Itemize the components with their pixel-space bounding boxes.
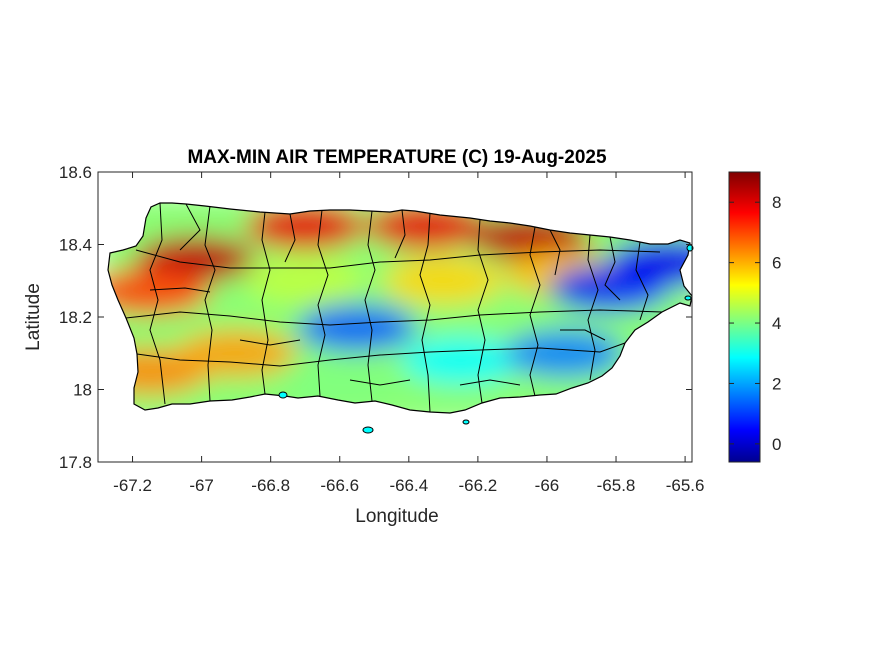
field-hotspot <box>400 336 521 385</box>
field-hotspot <box>176 329 297 378</box>
x-tick-label: -66.8 <box>251 476 290 495</box>
colorbar-tick-label: 2 <box>772 374 781 393</box>
y-axis-label: Latitude <box>23 283 44 351</box>
field-hotspot <box>245 256 366 305</box>
colorbar-tick-label: 8 <box>772 193 781 212</box>
municipality-border <box>149 287 211 293</box>
municipality-border <box>587 234 599 381</box>
x-tick-label: -65.8 <box>597 476 636 495</box>
municipality-border <box>529 226 541 397</box>
x-tick-label: -67 <box>189 476 214 495</box>
municipality-border <box>239 339 301 346</box>
municipality-border <box>149 203 166 405</box>
y-tick-label: 17.8 <box>59 453 92 472</box>
x-axis-label: Longitude <box>355 506 438 527</box>
y-tick-label: 18.4 <box>59 236 92 255</box>
colorbar-tick-label: 4 <box>772 314 781 333</box>
municipality-border <box>394 209 406 259</box>
small-islets <box>278 244 694 434</box>
municipality-border <box>419 212 431 413</box>
y-tick-label: 18.2 <box>59 308 92 327</box>
municipality-border <box>204 205 216 402</box>
municipality-border <box>560 329 606 341</box>
municipality-border <box>261 211 271 395</box>
municipality-border <box>349 379 411 386</box>
municipality-border <box>635 241 649 321</box>
municipality-border <box>284 213 296 263</box>
x-tick-label: -66.4 <box>389 476 428 495</box>
x-tick-label: -67.2 <box>113 476 152 495</box>
y-tick-label: 18.6 <box>59 163 92 182</box>
field-hotspot <box>279 358 400 407</box>
municipality-border <box>317 209 329 397</box>
y-axis-ticks: 17.8 18 18.2 18.4 18.6 <box>59 163 692 472</box>
municipality-border <box>364 210 376 402</box>
field-hotspot <box>383 256 504 305</box>
municipality-border <box>125 309 663 326</box>
y-tick-label: 18 <box>73 381 92 400</box>
municipality-borders <box>125 203 663 413</box>
field-hotspot <box>504 329 625 378</box>
x-tick-label: -66 <box>535 476 560 495</box>
colorbar-tick-label: 6 <box>772 254 781 273</box>
islet <box>684 295 692 301</box>
municipality-border <box>604 236 621 301</box>
field-hotspot <box>607 238 692 287</box>
x-tick-label: -66.2 <box>459 476 498 495</box>
municipality-border <box>477 218 489 404</box>
municipality-border <box>179 203 201 251</box>
islet <box>278 391 288 399</box>
island-coastline <box>107 202 693 414</box>
x-tick-label: -65.6 <box>666 476 705 495</box>
colorbar-ticks: 0 2 4 6 8 <box>729 193 781 454</box>
colorbar <box>728 171 761 463</box>
islet <box>462 419 470 425</box>
municipality-border <box>136 342 626 367</box>
colorbar-tick-label: 0 <box>772 435 781 454</box>
municipality-border <box>549 229 561 276</box>
municipality-border <box>459 379 521 386</box>
field-hotspot <box>245 203 366 251</box>
map-title: MAX-MIN AIR TEMPERATURE (C) 19-Aug-2025 <box>187 147 607 168</box>
x-tick-label: -66.6 <box>320 476 359 495</box>
islet <box>362 426 374 434</box>
x-axis-ticks: -67.2 -67 -66.8 -66.6 -66.4 -66.2 -66 -65.8 -65.… <box>113 172 704 495</box>
field-hotspot <box>297 303 418 352</box>
